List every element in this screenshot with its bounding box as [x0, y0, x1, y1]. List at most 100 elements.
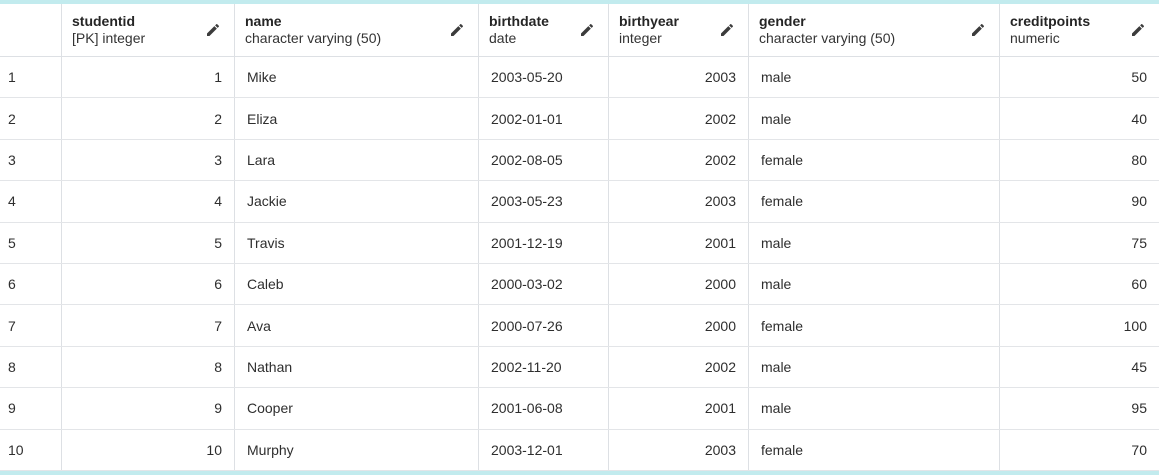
cell-birthdate[interactable]: 2001-06-08 — [479, 388, 609, 429]
cell-name[interactable]: Eliza — [235, 98, 479, 139]
cell-studentid[interactable]: 8 — [62, 346, 235, 388]
cell-birthyear[interactable]: 2002 — [609, 346, 749, 388]
cell-gender[interactable]: male — [749, 346, 1000, 388]
cell-gender[interactable]: male — [749, 264, 1000, 305]
cell-birthdate[interactable]: 2002-01-01 — [479, 98, 609, 139]
cell-birthyear[interactable]: 2000 — [609, 305, 749, 346]
cell-name[interactable]: Ava — [235, 305, 479, 346]
cell-gender[interactable]: male — [749, 57, 1000, 98]
row-number-cell[interactable]: 2 — [0, 98, 62, 139]
cell-studentid[interactable]: 3 — [62, 139, 235, 181]
column-header-studentid[interactable]: studentid [PK] integer — [62, 4, 235, 56]
cell-birthdate[interactable]: 2003-05-20 — [479, 57, 609, 98]
cell-gender[interactable]: male — [749, 388, 1000, 429]
cell-creditpoints[interactable]: 50 — [1131, 69, 1147, 86]
cell-birthdate[interactable]: 2000-07-26 — [479, 305, 609, 346]
cell-birthdate[interactable]: 2000-03-02 — [479, 264, 609, 305]
cell-studentid[interactable]: 6 — [62, 264, 235, 305]
cell-birthdate[interactable]: 2002-11-20 — [479, 346, 609, 388]
column-datatype: numeric — [1010, 30, 1060, 46]
pencil-icon[interactable] — [964, 22, 986, 38]
cell-creditpoints[interactable]: 80 — [1131, 152, 1147, 169]
cell-birthyear[interactable]: 2000 — [609, 264, 749, 305]
table-row: 6 6 Caleb 2000-03-02 2000 male 60 — [0, 264, 1159, 306]
cell-studentid[interactable]: 7 — [62, 305, 235, 346]
cell-creditpoints[interactable]: 45 — [1131, 359, 1147, 376]
row-number-cell[interactable]: 10 — [0, 429, 62, 471]
cell-gender[interactable]: female — [749, 181, 1000, 222]
cell-birthyear[interactable]: 2002 — [609, 139, 749, 181]
cell-creditpoints[interactable]: 75 — [1131, 234, 1147, 251]
cell-birthyear[interactable]: 2002 — [609, 98, 749, 139]
cell-gender[interactable]: female — [749, 305, 1000, 346]
cell-studentid[interactable]: 9 — [62, 388, 235, 429]
bottom-accent-strip — [0, 471, 1159, 475]
column-header-gender[interactable]: gender character varying (50) — [749, 4, 1000, 56]
table-row: 10 10 Murphy 2003-12-01 2003 female 70 — [0, 429, 1159, 472]
cell-birthdate[interactable]: 2003-12-01 — [479, 429, 609, 471]
cell-birthdate[interactable]: 2001-12-19 — [479, 222, 609, 264]
pencil-icon[interactable] — [199, 22, 221, 38]
row-number-cell[interactable]: 6 — [0, 264, 62, 305]
cell-studentid[interactable]: 2 — [62, 98, 235, 139]
column-header-text: birthdate date — [489, 13, 549, 47]
cell-gender[interactable]: female — [749, 429, 1000, 471]
cell-name[interactable]: Mike — [235, 57, 479, 98]
cell-creditpoints[interactable]: 70 — [1131, 441, 1147, 458]
column-header-birthdate[interactable]: birthdate date — [479, 4, 609, 56]
cell-birthyear[interactable]: 2001 — [609, 388, 749, 429]
cell-name[interactable]: Murphy — [235, 429, 479, 471]
column-datatype: date — [489, 30, 517, 46]
row-number-cell[interactable]: 1 — [0, 57, 62, 98]
cell-name[interactable]: Lara — [235, 139, 479, 181]
cell-creditpoints[interactable]: 90 — [1131, 193, 1147, 210]
table-row: 9 9 Cooper 2001-06-08 2001 male 95 — [0, 388, 1159, 430]
cell-gender[interactable]: female — [749, 139, 1000, 181]
column-name: birthdate — [489, 13, 549, 29]
cell-birthdate[interactable]: 2003-05-23 — [479, 181, 609, 222]
column-header-name[interactable]: name character varying (50) — [235, 4, 479, 56]
cell-creditpoints[interactable]: 95 — [1131, 400, 1147, 417]
table-row: 2 2 Eliza 2002-01-01 2002 male 40 — [0, 98, 1159, 140]
cell-studentid[interactable]: 10 — [62, 429, 235, 471]
pencil-icon[interactable] — [573, 22, 595, 38]
row-number-cell[interactable]: 5 — [0, 222, 62, 264]
table-body: 1 1 Mike 2003-05-20 2003 male 50 2 2 Eli… — [0, 57, 1159, 472]
cell-studentid[interactable]: 5 — [62, 222, 235, 264]
column-name: creditpoints — [1010, 13, 1091, 29]
cell-studentid[interactable]: 1 — [62, 57, 235, 98]
row-number-cell[interactable]: 8 — [0, 346, 62, 388]
table-row: 4 4 Jackie 2003-05-23 2003 female 90 — [0, 181, 1159, 223]
row-number-cell[interactable]: 9 — [0, 388, 62, 429]
select-all-corner-cell[interactable] — [0, 4, 62, 56]
table-row: 5 5 Travis 2001-12-19 2001 male 75 — [0, 222, 1159, 265]
cell-birthdate[interactable]: 2002-08-05 — [479, 139, 609, 181]
cell-birthyear[interactable]: 2003 — [609, 57, 749, 98]
cell-gender[interactable]: male — [749, 98, 1000, 139]
column-header-birthyear[interactable]: birthyear integer — [609, 4, 749, 56]
cell-birthyear[interactable]: 2001 — [609, 222, 749, 264]
row-number-cell[interactable]: 7 — [0, 305, 62, 346]
cell-creditpoints[interactable]: 100 — [1123, 317, 1147, 334]
cell-studentid[interactable]: 4 — [62, 181, 235, 222]
column-datatype: [PK] integer — [72, 30, 146, 46]
cell-name[interactable]: Caleb — [235, 264, 479, 305]
row-number-cell[interactable]: 3 — [0, 139, 62, 181]
cell-name[interactable]: Travis — [235, 222, 479, 264]
cell-birthyear[interactable]: 2003 — [609, 429, 749, 471]
pencil-icon[interactable] — [1124, 22, 1146, 38]
cell-gender[interactable]: male — [749, 222, 1000, 264]
column-header-creditpoints[interactable]: creditpoints numeric — [1000, 4, 1159, 56]
pencil-icon[interactable] — [713, 22, 735, 38]
cell-creditpoints[interactable]: 60 — [1131, 276, 1147, 293]
column-header-text: gender character varying (50) — [759, 13, 895, 47]
column-datatype: integer — [619, 30, 662, 46]
cell-birthyear[interactable]: 2003 — [609, 181, 749, 222]
cell-name[interactable]: Jackie — [235, 181, 479, 222]
cell-name[interactable]: Cooper — [235, 388, 479, 429]
row-number-cell[interactable]: 4 — [0, 181, 62, 222]
cell-name[interactable]: Nathan — [235, 346, 479, 388]
pencil-icon[interactable] — [443, 22, 465, 38]
cell-creditpoints[interactable]: 40 — [1131, 110, 1147, 127]
